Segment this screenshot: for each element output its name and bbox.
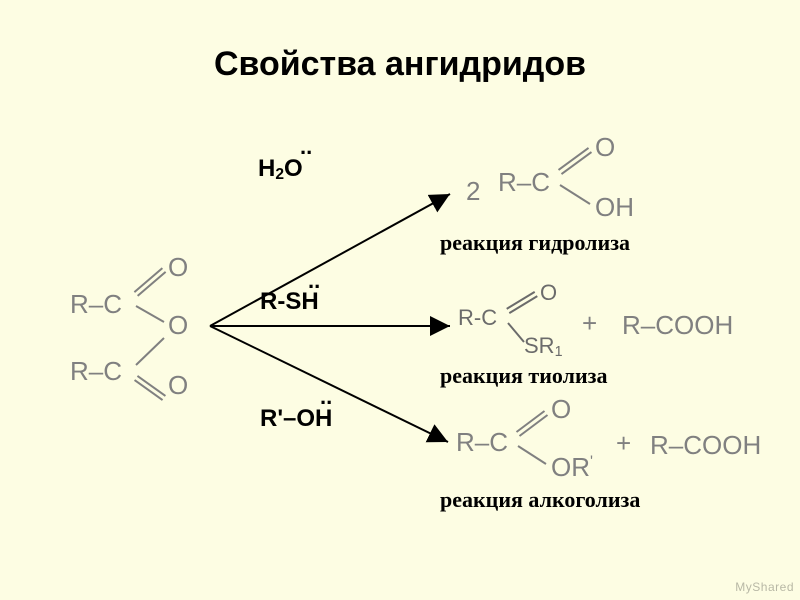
dots-h2o: .. xyxy=(300,134,312,160)
thio-sr: SR1 xyxy=(524,333,563,360)
hydro-oh: OH xyxy=(595,192,634,223)
thio-o: O xyxy=(540,280,557,306)
reactant-o-bot: O xyxy=(168,370,188,401)
hydro-o: O xyxy=(595,132,615,163)
alc-rcooh: R–COOH xyxy=(650,430,761,461)
alc-or: OR' xyxy=(551,452,593,483)
thio-label: реакция тиолиза xyxy=(440,363,607,389)
hydro-rc: R–C xyxy=(498,167,550,198)
alc-rc: R–C xyxy=(456,427,508,458)
reactant-rc1: R–C xyxy=(70,289,122,320)
alc-label: реакция алкоголиза xyxy=(440,487,640,513)
alc-o: O xyxy=(551,394,571,425)
dots-rsh: .. xyxy=(308,268,320,294)
reactant-rc2: R–C xyxy=(70,356,122,387)
dots-roh: .. xyxy=(320,384,332,410)
thio-rc: R-C xyxy=(458,305,497,331)
reactant-o-mid: O xyxy=(168,310,188,341)
hydro-two: 2 xyxy=(466,176,480,207)
watermark: MyShared xyxy=(735,580,794,594)
reagent-h2o: H2O xyxy=(258,155,303,184)
thio-plus: + xyxy=(582,308,597,339)
hydro-label: реакция гидролиза xyxy=(440,230,630,256)
slide: Свойства ангидридов R–C R–C O O O H2O ..… xyxy=(0,0,800,600)
slide-title: Свойства ангидридов xyxy=(0,45,800,84)
thio-rcooh: R–COOH xyxy=(622,310,733,341)
alc-plus: + xyxy=(616,428,631,459)
reactant-o-top: O xyxy=(168,252,188,283)
